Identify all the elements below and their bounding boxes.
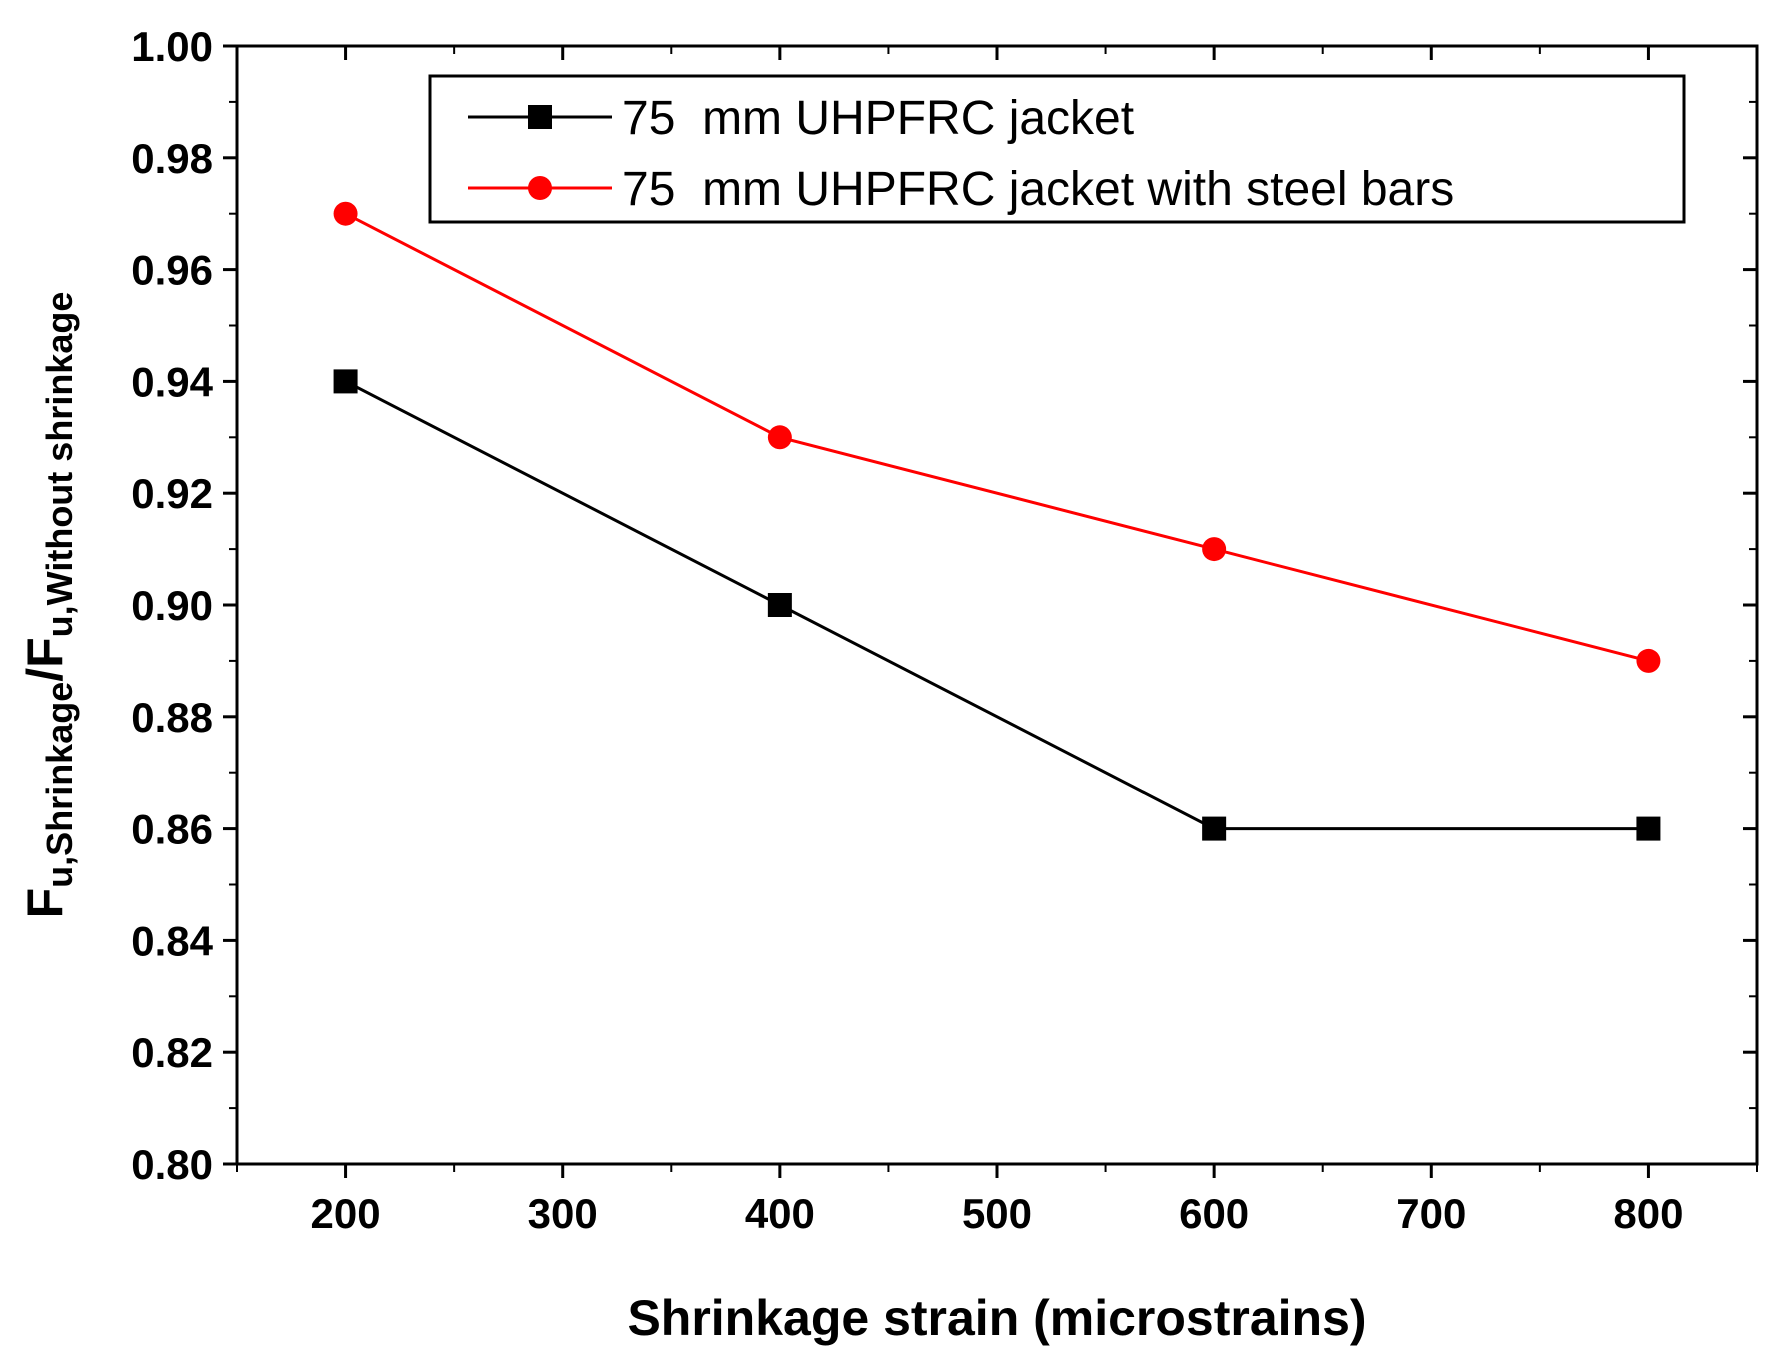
y-tick-label: 0.88 bbox=[131, 694, 213, 741]
x-tick-label: 600 bbox=[1179, 1190, 1249, 1237]
y-tick-label: 0.90 bbox=[131, 582, 213, 629]
series-layer bbox=[333, 201, 1661, 841]
x-tick-label: 300 bbox=[528, 1190, 598, 1237]
x-tick-label: 700 bbox=[1396, 1190, 1466, 1237]
y-tick-label: 0.92 bbox=[131, 470, 213, 517]
y-tick-label: 0.80 bbox=[131, 1141, 213, 1188]
x-tick-label: 500 bbox=[962, 1190, 1032, 1237]
series-1-point bbox=[767, 593, 792, 617]
series-2-point bbox=[333, 201, 358, 226]
y-axis-title-slash: /F bbox=[17, 637, 73, 681]
x-tick-label: 200 bbox=[311, 1190, 381, 1237]
y-tick-label: 0.86 bbox=[131, 806, 213, 853]
series-2-point bbox=[1202, 537, 1227, 562]
y-axis-title-main: F bbox=[17, 888, 73, 919]
x-tick-label: 800 bbox=[1613, 1190, 1683, 1237]
legend-box bbox=[428, 74, 1686, 224]
y-tick-label: 1.00 bbox=[131, 23, 213, 70]
series-1-point bbox=[333, 369, 358, 394]
series-1-point bbox=[1636, 816, 1661, 841]
y-axis-title: Fu,Shrinkage/Fu,Without shrinkage bbox=[17, 292, 80, 919]
legend: 75 mm UHPFRC jacket 75 mm UHPFRC jacket … bbox=[428, 74, 1686, 224]
y-tick-label: 0.98 bbox=[131, 135, 213, 182]
legend-label-series-2: 75 mm UHPFRC jacket with steel bars bbox=[622, 163, 1454, 216]
x-tick-label: 400 bbox=[745, 1190, 815, 1237]
y-tick-label: 0.84 bbox=[131, 917, 213, 964]
x-axis-ticks: 200 300 400 500 600 700 800 bbox=[236, 46, 1758, 1237]
y-tick-label: 0.96 bbox=[131, 247, 213, 294]
series-1-point bbox=[1202, 816, 1227, 841]
y-tick-label: 0.94 bbox=[131, 358, 213, 405]
series-2-line bbox=[344, 212, 1649, 663]
legend-marker-series-1 bbox=[528, 105, 552, 129]
x-axis-title: Shrinkage strain (microstrains) bbox=[627, 1290, 1366, 1346]
y-tick-label: 0.82 bbox=[131, 1029, 213, 1076]
legend-label-series-1: 75 mm UHPFRC jacket bbox=[622, 92, 1134, 145]
series-2-point bbox=[1636, 648, 1661, 673]
y-axis-title-sub2: u,Without shrinkage bbox=[39, 292, 80, 638]
series-1-line bbox=[344, 380, 1649, 831]
y-axis-ticks: 0.80 0.82 0.84 0.86 0.88 0.90 0.92 0.94 0.96 0.98… bbox=[131, 23, 1757, 1188]
series-2-point bbox=[767, 425, 792, 450]
y-axis-title-sub1: u,Shrinkage bbox=[39, 682, 80, 888]
legend-marker-series-2 bbox=[528, 176, 552, 200]
